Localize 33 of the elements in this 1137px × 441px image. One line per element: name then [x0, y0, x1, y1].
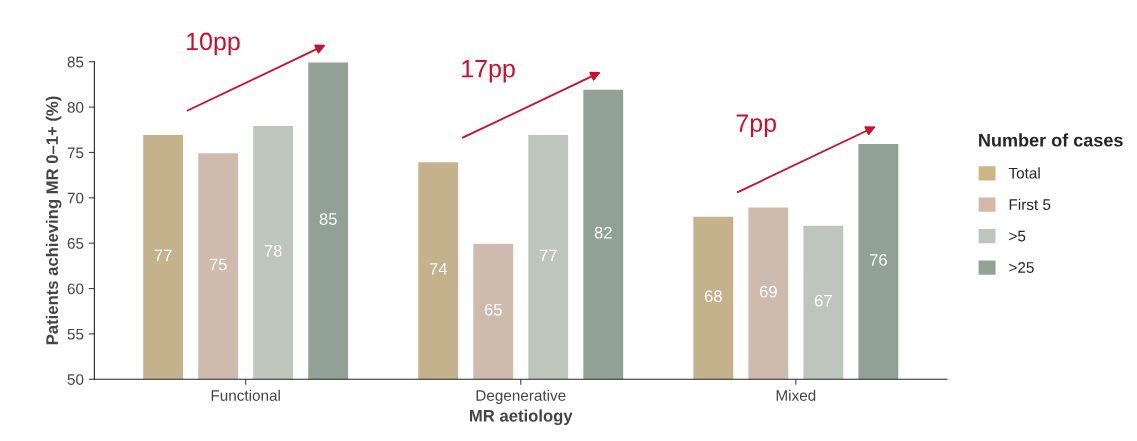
data-label: 74: [429, 263, 447, 275]
legend-title: Number of cases: [979, 133, 1123, 147]
legend-label: First 5: [1009, 198, 1051, 211]
legend-label: >25: [1009, 262, 1034, 273]
y-tick-label: 70: [67, 192, 84, 204]
annotation: 17pp: [462, 60, 515, 83]
data-label: 65: [484, 303, 502, 316]
x-axis-title: MR aetiology: [470, 409, 573, 426]
annotation: 7pp: [736, 114, 776, 137]
y-tick-label: 55: [67, 328, 84, 340]
y-tick-label: 85: [67, 56, 84, 68]
data-label: 85: [319, 213, 337, 225]
y-tick-label: 80: [67, 101, 84, 113]
data-label: 77: [539, 249, 557, 262]
data-label: 77: [154, 249, 172, 262]
x-tick-label: Functional: [211, 389, 280, 401]
data-label: 82: [594, 226, 612, 239]
y-axis-title: Patients achieving MR 0–1+ (%): [45, 96, 62, 345]
x-tick-label: Mixed: [776, 389, 816, 401]
data-label: 68: [704, 290, 722, 303]
data-label: 67: [814, 294, 832, 307]
y-tick-label: 65: [67, 238, 84, 249]
legend-label: >5: [1009, 230, 1026, 242]
data-label: 69: [759, 285, 777, 298]
x-tick-label: Degenerative: [476, 389, 566, 404]
data-label: 78: [264, 244, 282, 257]
y-tick-label: 50: [67, 374, 84, 385]
text: 10pp: [187, 32, 240, 56]
data-label: 75: [209, 258, 227, 271]
legend-label: Total: [1008, 167, 1040, 179]
y-tick-label: 75: [67, 147, 84, 159]
y-tick-label: 60: [67, 283, 84, 295]
data-label: 76: [869, 254, 887, 266]
